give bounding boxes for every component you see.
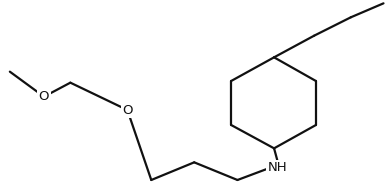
- Text: O: O: [122, 103, 133, 116]
- Text: O: O: [39, 90, 49, 103]
- Text: NH: NH: [267, 161, 287, 174]
